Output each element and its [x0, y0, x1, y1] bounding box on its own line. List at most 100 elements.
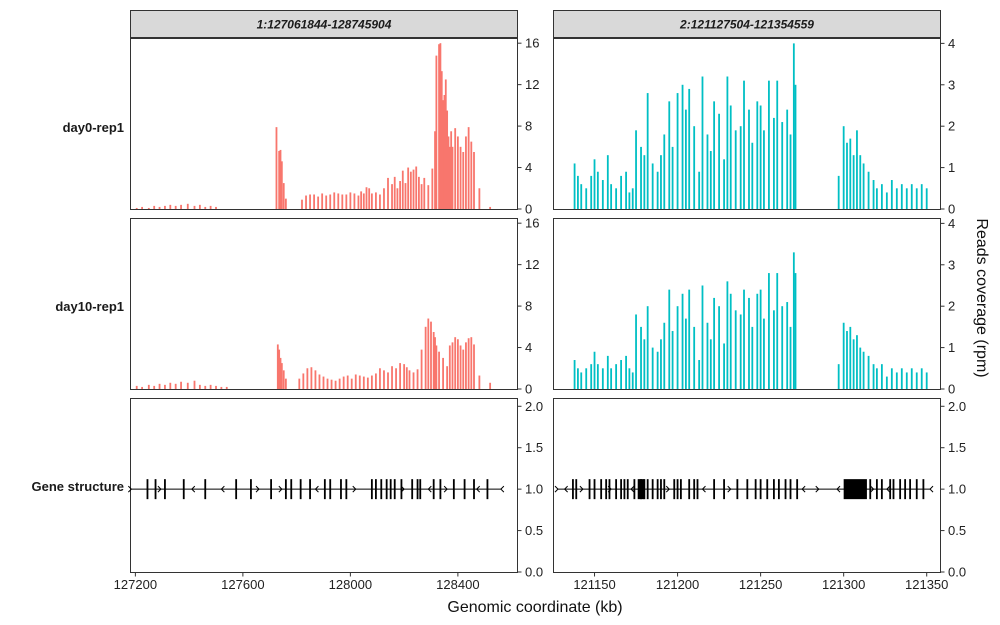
y-tick-label: 0: [525, 202, 532, 217]
y-tick-label: 1: [948, 340, 955, 355]
facet-strip-left: 1:127061844-128745904: [130, 10, 518, 38]
coverage-bar: [905, 372, 908, 389]
y-tick-label: 0: [525, 382, 532, 397]
coverage-bar: [306, 368, 309, 389]
x-tick-label: 121250: [739, 577, 782, 592]
coverage-bar: [174, 383, 177, 389]
coverage-bar: [726, 76, 729, 209]
y-tick-label: 4: [948, 36, 955, 51]
strand-arrow: [870, 485, 875, 493]
coverage-bar: [169, 382, 172, 389]
coverage-bar: [357, 195, 360, 209]
coverage-bar: [403, 364, 406, 389]
exon-tick: [673, 479, 676, 500]
coverage-bar: [585, 368, 588, 389]
exon-tick: [370, 479, 373, 500]
coverage-bar: [375, 192, 377, 209]
coverage-bar: [842, 322, 845, 389]
coverage-bar: [284, 198, 287, 209]
coverage-bar: [846, 142, 848, 209]
coverage-bar: [726, 281, 729, 389]
coverage-bar: [401, 170, 404, 209]
coverage-bar: [325, 195, 328, 209]
coverage-bar: [615, 188, 618, 209]
exon-tick: [235, 479, 238, 500]
exon-tick: [676, 479, 679, 500]
x-tick-label: 121150: [573, 577, 615, 592]
facet-title-left: 1:127061844-128745904: [257, 18, 392, 32]
coverage-bar: [872, 180, 875, 209]
coverage-bar: [651, 347, 654, 389]
exon-tick: [766, 479, 769, 500]
coverage-bar: [440, 71, 443, 209]
exon-tick: [380, 479, 383, 500]
coverage-bar: [656, 351, 659, 389]
exon-tick: [693, 479, 696, 500]
coverage-bar: [668, 289, 671, 389]
coverage-bar: [153, 385, 156, 389]
coverage-bar: [305, 195, 307, 209]
exon-tick: [463, 479, 466, 500]
coverage-bar: [279, 357, 282, 389]
coverage-bar: [723, 159, 725, 209]
coverage-bars: [573, 43, 928, 210]
panel-right-gene-structure: 0.0 0.5 1.0 1.5 2.0 121150 121200 121250 121300 1…: [553, 398, 966, 592]
y-tick-label: 0.0: [525, 565, 543, 580]
coverage-bar: [147, 207, 150, 209]
strand-arrow: [255, 485, 260, 493]
panel-border: [130, 218, 518, 390]
coverage-bar: [438, 44, 440, 209]
coverage-bars: [573, 252, 928, 389]
coverage-bar: [756, 101, 759, 209]
coverage-bar: [862, 163, 865, 209]
coverage-bar: [593, 159, 596, 209]
coverage-bar: [920, 184, 923, 209]
exon-tick: [340, 479, 342, 500]
coverage-bar: [625, 355, 627, 389]
strand-arrow: [443, 485, 448, 493]
coverage-bar: [204, 206, 207, 209]
coverage-bar: [910, 184, 913, 209]
coverage-bar: [580, 372, 583, 389]
coverage-bar: [164, 384, 166, 389]
x-tick-label: 121350: [905, 577, 948, 592]
coverage-bar: [164, 205, 166, 209]
coverage-bar: [432, 332, 435, 389]
coverage-bar: [427, 185, 430, 209]
panel-right-day0: 0 1 2 3 4: [553, 36, 955, 217]
strand-arrow: [352, 485, 357, 493]
coverage-bar: [350, 378, 353, 389]
coverage-bar: [781, 122, 784, 209]
coverage-bar: [580, 184, 583, 209]
exon-tick: [473, 479, 475, 500]
panel-left-day10: 0 4 8 12 16: [130, 216, 539, 397]
strand-arrow: [554, 485, 559, 493]
coverage-bar: [713, 101, 716, 209]
coverage-bar: [663, 134, 666, 209]
coverage-bar: [794, 84, 797, 209]
exon-tick: [789, 479, 792, 500]
coverage-bar: [431, 168, 434, 209]
coverage-bar: [412, 169, 415, 209]
y-tick-label: 12: [525, 257, 539, 272]
exon-tick: [688, 479, 691, 500]
y-tick-label: 4: [525, 160, 532, 175]
coverage-bar: [442, 100, 444, 209]
exon-tick: [663, 479, 666, 500]
strand-arrow: [500, 485, 505, 493]
coverage-bar: [734, 310, 737, 389]
coverage-bar: [643, 155, 646, 209]
strand-arrow: [563, 485, 568, 493]
y-tick-label: 2.0: [525, 399, 543, 414]
coverage-bar: [620, 175, 622, 209]
coverage-bar: [743, 289, 745, 389]
coverage-bar: [346, 375, 349, 389]
coverage-bar: [379, 194, 381, 209]
strand-arrow: [427, 485, 432, 493]
coverage-bar: [701, 285, 704, 389]
coverage-bar: [362, 193, 365, 209]
strand-arrow: [314, 485, 319, 493]
exon-tick: [651, 479, 654, 500]
coverage-bar: [789, 134, 792, 209]
